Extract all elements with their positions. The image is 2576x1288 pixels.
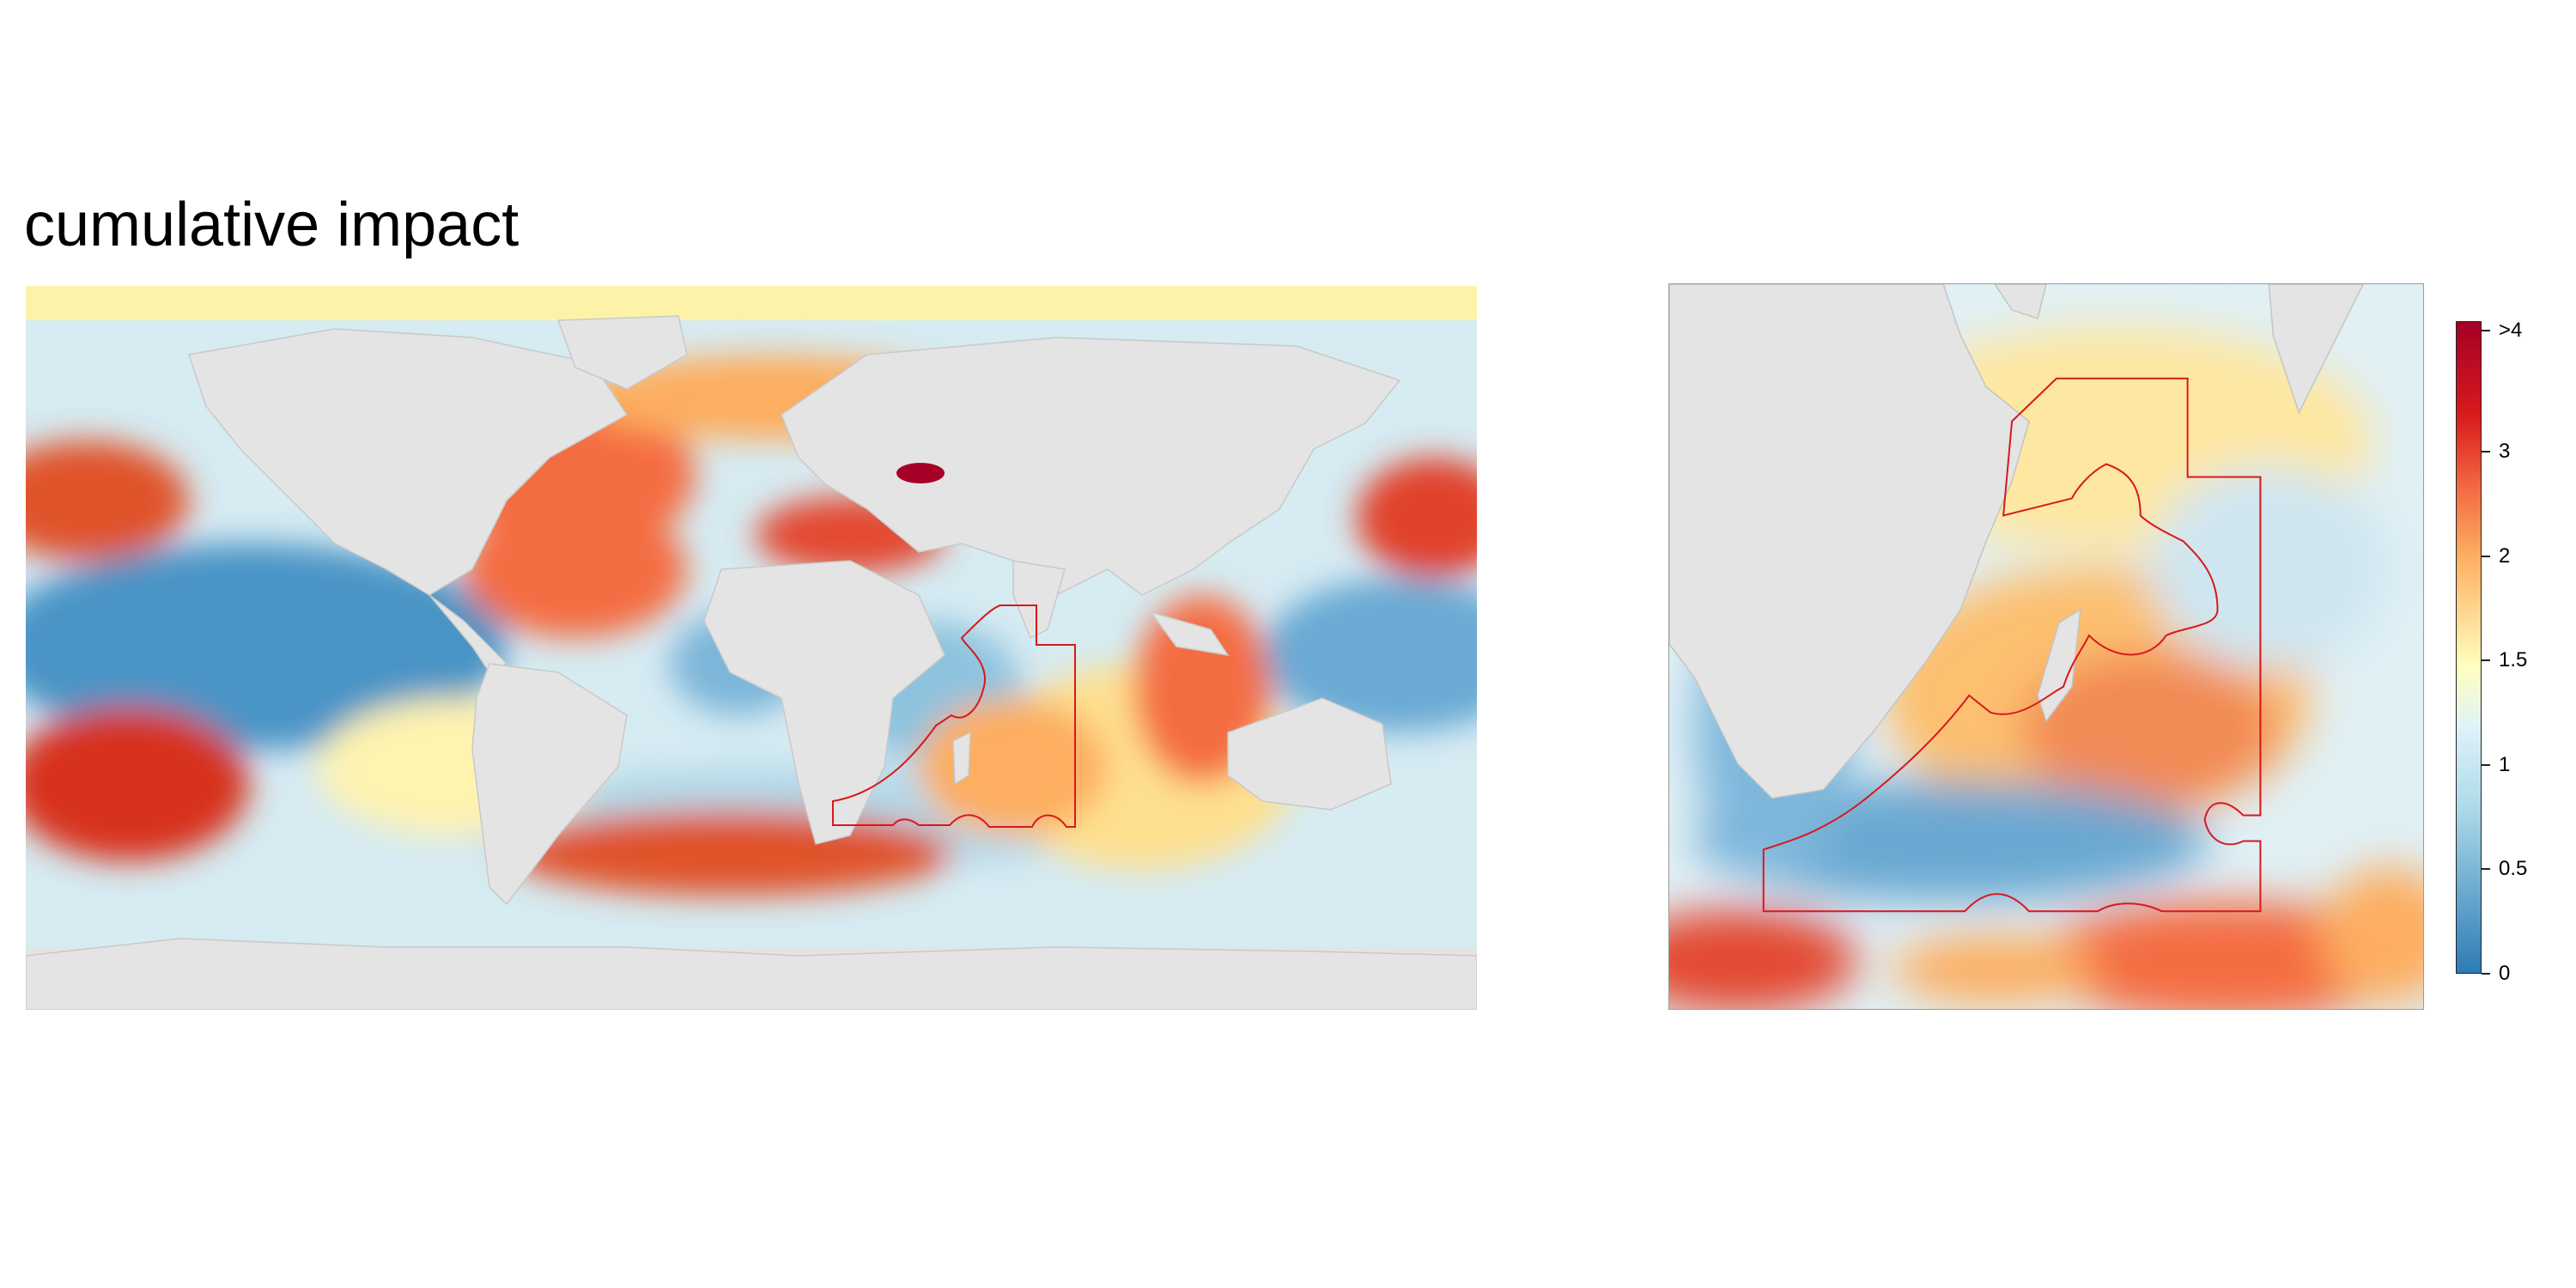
zoom-map[interactable] [1668,283,2424,1010]
colorbar-gradient [2456,321,2482,974]
colorbar-tick [2482,330,2490,332]
colorbar-label: 1.5 [2499,648,2528,672]
colorbar-tick [2482,763,2490,766]
colorbar-tick [2482,555,2490,557]
colorbar-tick [2482,973,2490,975]
colorbar-label: 0 [2499,962,2511,985]
colorbar: 0 0.5 1 1.5 2 3 >4 [2447,316,2576,986]
colorbar-label: 1 [2499,752,2511,776]
colorbar-label: >4 [2499,319,2523,343]
colorbar-tick [2482,451,2490,453]
world-map-canvas [26,286,1477,1010]
colorbar-tick [2482,868,2490,871]
colorbar-label: 0.5 [2499,857,2528,881]
colorbar-label: 3 [2499,440,2511,463]
world-map[interactable] [26,286,1477,1010]
study-area-boundary-zoom [1762,377,2262,913]
zoom-map-canvas [1669,284,2423,1009]
map-title: cumulative impact [24,191,519,259]
colorbar-tick [2482,659,2490,662]
study-area-boundary [832,605,1076,828]
colorbar-label: 2 [2499,544,2511,568]
